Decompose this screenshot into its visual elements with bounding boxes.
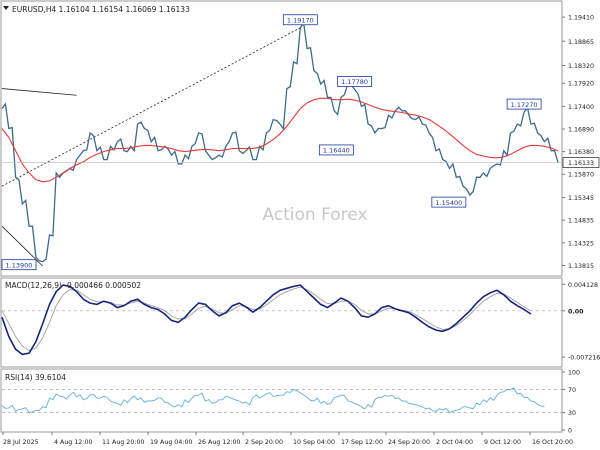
macd-y-ticks: 0.004128 0.00 -0.007216 bbox=[562, 282, 600, 362]
annotation-box bbox=[1, 259, 37, 271]
rsi-y-tick-label: 30 bbox=[568, 410, 576, 417]
rsi-panel-frame bbox=[0, 368, 563, 433]
price-y-tick-label: 1.14325 bbox=[568, 240, 594, 247]
moving-average-line bbox=[1, 97, 559, 183]
x-tick-label: 9 Oct 12:00 bbox=[484, 439, 521, 446]
macd-y-tick-label: -0.007216 bbox=[568, 355, 600, 362]
price-series bbox=[1, 21, 559, 263]
annotation-box bbox=[431, 196, 467, 208]
price-y-tick-label: 1.19410 bbox=[568, 15, 594, 22]
x-tick-label: 2 Sep 20:00 bbox=[245, 439, 283, 446]
title-triangle-icon bbox=[3, 6, 9, 10]
price-y-tick-label: 1.18320 bbox=[568, 63, 594, 70]
annotation-label: 1.15400 bbox=[435, 199, 462, 207]
price-y-ticks: 1.19410 1.18865 1.18320 1.17920 1.17400 1.168… bbox=[562, 15, 594, 270]
trendline-0 bbox=[1, 27, 301, 187]
x-tick-label: 10 Sep 04:00 bbox=[293, 439, 335, 446]
rsi-y-tick-label: 100 bbox=[568, 370, 580, 377]
x-tick-label: 28 Jul 2025 bbox=[3, 439, 39, 446]
annotation-label: 1.16440 bbox=[323, 147, 350, 155]
price-y-tick-label: 1.14835 bbox=[568, 218, 594, 225]
macd-series bbox=[1, 284, 532, 356]
x-tick-label: 17 Sep 12:00 bbox=[341, 439, 383, 446]
price-y-tick-label: 1.15345 bbox=[568, 195, 594, 202]
current-price-box bbox=[562, 157, 600, 168]
x-tick-label: 11 Aug 20:00 bbox=[102, 439, 144, 446]
price-annotations: 1.19170 1.17780 1.16440 1.17270 1.15400 1.139… bbox=[1, 14, 542, 271]
annotation-label: 1.19170 bbox=[287, 16, 314, 24]
price-y-tick-label: 1.17400 bbox=[568, 104, 594, 111]
rsi-y-ticks: 100 70 30 0 bbox=[562, 370, 580, 435]
watermark: Action Forex bbox=[262, 205, 367, 225]
x-tick-label: 19 Aug 04:00 bbox=[150, 439, 192, 446]
current-price-label: 1.16133 bbox=[568, 160, 594, 167]
annotation-box bbox=[282, 14, 318, 26]
x-tick-label: 16 Oct 20:00 bbox=[532, 439, 573, 446]
macd-title: MACD(12,26,9) -0.000466 0.000502 bbox=[5, 281, 141, 290]
price-y-tick-label: 1.17920 bbox=[568, 81, 594, 88]
annotation-label: 1.17270 bbox=[511, 101, 538, 109]
price-line bbox=[1, 21, 559, 263]
annotation-label: 1.13900 bbox=[6, 261, 33, 269]
signal-line bbox=[1, 286, 532, 352]
price-y-tick-label: 1.15870 bbox=[568, 172, 594, 179]
macd-y-tick-label: 0.004128 bbox=[568, 282, 598, 289]
x-tick-label: 24 Sep 20:00 bbox=[388, 439, 430, 446]
rsi-y-tick-label: 70 bbox=[568, 387, 576, 394]
annotation-label: 1.17780 bbox=[341, 78, 368, 86]
price-y-tick-label: 1.13815 bbox=[568, 263, 594, 270]
x-tick-label: 26 Aug 12:00 bbox=[198, 439, 240, 446]
x-tick-label: 4 Aug 12:00 bbox=[54, 439, 92, 446]
rsi-title: RSI(14) 39.6104 bbox=[5, 373, 66, 382]
annotation-box bbox=[506, 98, 542, 110]
price-y-tick-label: 1.16890 bbox=[568, 126, 594, 133]
macd-y-tick-label: 0.00 bbox=[568, 308, 584, 315]
rsi-series bbox=[1, 387, 545, 414]
macd-line bbox=[1, 284, 532, 356]
price-panel-frame bbox=[0, 0, 563, 277]
annotation-box bbox=[318, 144, 354, 156]
x-tick-label: 2 Oct 04:00 bbox=[436, 439, 473, 446]
current-price-marker: 1.16133 bbox=[2, 157, 600, 168]
trendline-1 bbox=[1, 88, 77, 96]
annotation-box bbox=[337, 76, 372, 87]
rsi-y-tick-label: 0 bbox=[568, 428, 572, 435]
price-y-tick-label: 1.16380 bbox=[568, 149, 594, 156]
x-axis-ticks: 28 Jul 2025 4 Aug 12:00 11 Aug 20:00 19 Aug… bbox=[2, 432, 573, 446]
price-chart-title: EURUSD,H4 1.16104 1.16154 1.16069 1.1613… bbox=[12, 5, 190, 14]
macd-panel-frame bbox=[0, 277, 563, 368]
price-y-tick-label: 1.18865 bbox=[568, 39, 594, 46]
rsi-line bbox=[1, 387, 545, 414]
